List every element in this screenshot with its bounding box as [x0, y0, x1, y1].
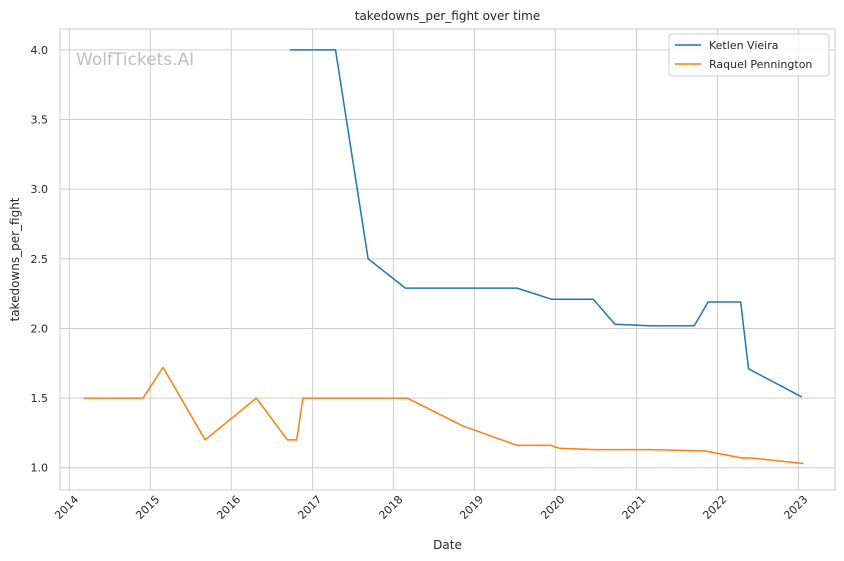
y-tick-label: 2.5 [31, 253, 49, 266]
legend-label-raquel-pennington: Raquel Pennington [709, 58, 812, 71]
y-tick-label: 3.5 [31, 114, 49, 127]
y-tick-label: 3.0 [31, 183, 49, 196]
legend-box [668, 33, 830, 77]
legend-label-ketlen-vieira: Ketlen Vieira [709, 39, 778, 52]
grid [60, 29, 835, 490]
series-lines [83, 49, 804, 465]
series-line-ketlen-vieira [289, 49, 803, 398]
y-axis-label: takedowns_per_fight [8, 197, 22, 321]
series-line-raquel-pennington [83, 366, 804, 465]
watermark: WolfTickets.AI [76, 50, 194, 70]
y-tick-label: 1.5 [31, 392, 49, 405]
plot-frame [59, 28, 836, 491]
legend: Ketlen Vieira Raquel Pennington [668, 33, 830, 77]
x-axis-label: Date [433, 538, 462, 552]
y-tick-label: 4.0 [31, 44, 49, 57]
y-tick-label: 1.0 [31, 462, 49, 475]
y-tick-label: 2.0 [31, 322, 49, 335]
chart-title: takedowns_per_fight over time [355, 9, 541, 23]
